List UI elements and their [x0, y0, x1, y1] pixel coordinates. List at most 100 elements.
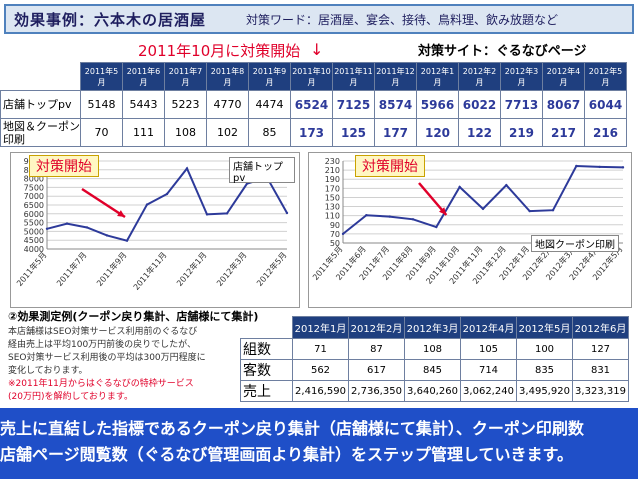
data-point: [411, 218, 415, 221]
month-header: 2011年8月: [206, 62, 249, 91]
table-cell: 714: [460, 359, 517, 381]
table-cell: 127: [572, 338, 629, 360]
data-point: [225, 212, 229, 215]
y-tick-label: 8000: [24, 175, 44, 184]
y-tick-label: 4000: [24, 245, 44, 254]
data-point: [365, 214, 368, 217]
header-blank: [241, 317, 293, 339]
month-header: 2011年6月: [122, 62, 165, 91]
data-point: [575, 164, 578, 168]
table-cell: 8574: [374, 90, 417, 119]
data-point: [388, 215, 391, 218]
table-cell: 562: [292, 359, 349, 381]
table-cell: 8067: [542, 90, 585, 119]
coupon-table-header: 2012年1月 2012年2月 2012年3月 2012年4月 2012年5月 2012年…: [241, 316, 629, 339]
table-cell: 71: [292, 338, 349, 360]
table-cell: 3,062,240: [460, 380, 517, 402]
table-cell: 831: [572, 359, 629, 381]
y-tick-label: 190: [325, 175, 340, 184]
title-bar: 効果事例：六本木の居酒屋 対策ワード：居酒屋、宴会、接待、鳥料理、飲み放題など: [4, 4, 634, 34]
table-cell: 122: [458, 118, 501, 147]
table-cell: 7713: [500, 90, 543, 119]
month-header: 2011年11月: [332, 62, 375, 91]
month-header: 2012年1月: [292, 316, 349, 339]
data-point: [528, 209, 531, 213]
note-red-line: (20万円)を解約しております。: [8, 392, 134, 402]
row-label: 組数: [240, 338, 293, 360]
table-cell: 173: [290, 118, 333, 147]
table-cell: 217: [542, 118, 585, 147]
table-cell: 835: [516, 359, 573, 381]
pv-chart: 4000450050005500600065007000750080008500…: [10, 152, 300, 308]
banner-line-1: 売上に直結した指標であるクーポン戻り集計（店舗様にて集計）、クーポン印刷数: [0, 419, 584, 438]
y-tick-label: 6000: [24, 210, 44, 219]
red-arrowhead-icon: [439, 207, 447, 215]
row-label: 地図＆クーポン印刷: [0, 118, 81, 147]
table-cell: 3,323,319: [572, 380, 629, 402]
table-row: 店舗トップpv 5148 5443 5223 4770 4474 6524 7125 8574 5…: [0, 90, 627, 119]
table-cell: 111: [122, 118, 165, 147]
month-header: 2011年10月: [290, 62, 333, 91]
data-point: [125, 239, 129, 242]
data-point: [85, 226, 89, 229]
month-header: 2012年3月: [404, 316, 461, 339]
table-cell: 102: [206, 118, 249, 147]
month-header: 2011年12月: [374, 62, 417, 91]
red-arrow-icon: [81, 187, 126, 219]
row-label: 売上: [240, 380, 293, 402]
pv-chart-svg: 4000450050005500600065007000750080008500…: [14, 157, 289, 292]
table-cell: 6044: [584, 90, 627, 119]
table-cell: 4770: [206, 90, 249, 119]
data-point: [45, 227, 49, 230]
x-tick-label: 2012年3月: [214, 250, 248, 288]
table-cell: 7125: [332, 90, 375, 119]
note-line: SEO対策サービス利用後の平均は300万円程度に: [8, 353, 206, 363]
y-tick-label: 6500: [24, 201, 44, 210]
month-header: 2012年2月: [458, 62, 501, 91]
data-point: [285, 211, 289, 215]
table-cell: 845: [404, 359, 461, 381]
data-point: [598, 165, 601, 169]
pv-series-label: 店舗トップpv: [229, 157, 295, 184]
x-tick-label: 2012年1月: [174, 250, 208, 288]
table-cell: 5223: [164, 90, 207, 119]
month-header: 2011年9月: [248, 62, 291, 91]
x-tick-label: 2011年11月: [131, 250, 169, 292]
month-header: 2012年4月: [542, 62, 585, 91]
monthly-table: 2011年5月 2011年6月 2011年7月 2011年8月 2011年9月 2011年…: [0, 62, 627, 147]
table-cell: 216: [584, 118, 627, 147]
table-row: 組数 71 87 108 105 100 127: [240, 338, 629, 360]
page-title: 効果事例：六本木の居酒屋: [14, 10, 207, 29]
table-row: 客数 562 617 845 714 835 831: [240, 359, 629, 381]
y-tick-label: 130: [325, 203, 340, 212]
table-cell: 108: [404, 338, 461, 360]
table-cell: 2,416,590: [292, 380, 349, 402]
month-header: 2012年5月: [516, 316, 573, 339]
data-point: [245, 182, 249, 185]
table-cell: 100: [516, 338, 573, 360]
x-tick-label: 2011年9月: [94, 250, 128, 288]
table-cell: 219: [500, 118, 543, 147]
y-tick-label: 90: [330, 221, 340, 230]
red-arrowhead-icon: [117, 210, 125, 217]
data-point: [435, 225, 438, 229]
pv-chart-title: 対策開始: [29, 155, 99, 177]
table-cell: 4474: [248, 90, 291, 119]
y-tick-label: 170: [325, 184, 340, 193]
site-label: 対策サイト：ぐるなびページ: [418, 44, 587, 59]
note-red-line: ※2011年11月からはぐるなびの特枠サービス: [8, 379, 194, 389]
note-text: 本店舗様はSEO対策サービス利用前のぐるなび 経由売上は平均100万円前後の戻り…: [8, 326, 234, 404]
x-tick-label: 2011年7月: [54, 250, 88, 288]
data-point: [205, 213, 209, 216]
summary-banner: 売上に直結した指標であるクーポン戻り集計（店舗様にて集計）、クーポン印刷数 店舗…: [0, 408, 638, 479]
y-tick-label: 70: [330, 230, 340, 239]
section2-title: ②効果測定例(クーポン戻り集計、店舗様にて集計): [8, 310, 259, 323]
start-label: 2011年10月に対策開始: [138, 42, 301, 60]
month-header: 2011年5月: [80, 62, 123, 91]
month-header: 2012年3月: [500, 62, 543, 91]
y-tick-label: 7000: [24, 192, 44, 201]
data-point: [185, 167, 189, 170]
table-cell: 5443: [122, 90, 165, 119]
data-point: [105, 234, 109, 237]
y-tick-label: 7500: [24, 183, 44, 192]
